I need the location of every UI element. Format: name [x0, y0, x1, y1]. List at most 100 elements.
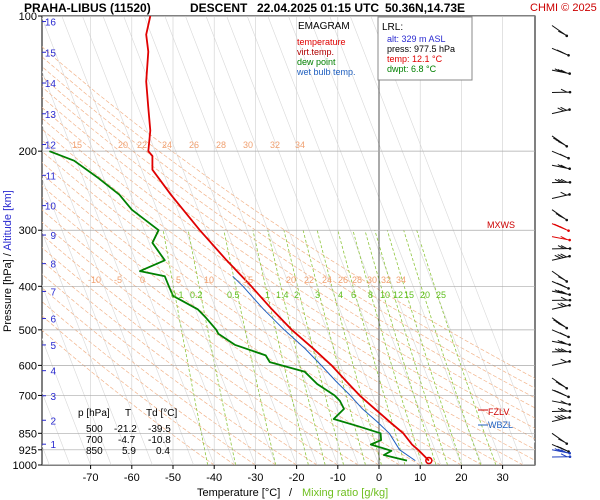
- wind-barb-feather: [557, 407, 565, 412]
- wind-barb-feather: [560, 302, 567, 307]
- mixing-ratio-label: 1.4: [276, 290, 289, 300]
- mixing-ratio-label: 25: [436, 290, 446, 300]
- y-tick-label: 200: [19, 146, 37, 158]
- y-tick-label: 400: [19, 281, 37, 293]
- mode-label: DESCENT: [190, 1, 248, 15]
- wind-barb-feather: [554, 389, 561, 394]
- wind-barb: [551, 296, 572, 302]
- adiabat-label: 30: [367, 275, 377, 285]
- plot-grid: [41, 15, 536, 466]
- wind-barb-dot: [568, 416, 571, 419]
- adiabat-label: 32: [381, 275, 391, 285]
- wind-barb: [551, 47, 570, 57]
- adiabat-label: 0: [140, 275, 145, 285]
- wind-barb-feather: [554, 448, 562, 452]
- mixing-ratio-label: 15: [404, 290, 414, 300]
- wind-barb-feather: [560, 290, 567, 295]
- y-tick-label: 925: [19, 445, 37, 457]
- mixing-ratio-label: 1: [265, 290, 270, 300]
- wind-barb-dot: [567, 156, 570, 160]
- wind-barb: [551, 253, 571, 261]
- wind-barb: [551, 453, 572, 459]
- mixing-ratio-label: 8: [368, 290, 373, 300]
- adiabat-label: 32: [270, 140, 280, 150]
- wind-barb-feather: [556, 282, 564, 287]
- wind-barb: [551, 389, 570, 399]
- wind-barb-feather: [557, 340, 565, 344]
- wind-panel: [536, 16, 598, 465]
- wind-barb-feather: [557, 415, 564, 420]
- adiabat-label: 28: [216, 140, 226, 150]
- wind-barb: [551, 245, 572, 250]
- plot-frame: [41, 15, 536, 466]
- wind-barb-dot: [565, 442, 569, 445]
- wind-barb: [551, 88, 572, 94]
- plot-axes: 15 20 22 24 26 28 30 32 34-10 -5 0 5 10 15 20 22 24 26 28 3…: [13, 11, 509, 484]
- mixing-ratio-line: [352, 230, 423, 465]
- adiabat-label: 15: [243, 275, 253, 285]
- wind-barb: [551, 317, 569, 330]
- table-cell: 700: [86, 435, 103, 446]
- wind-barb-staff: [551, 400, 570, 405]
- y-tick-label: 300: [19, 225, 37, 237]
- alt-tick-label: 13: [45, 110, 57, 121]
- table-cell: -10.8: [148, 435, 171, 446]
- wind-barb-feather: [557, 254, 564, 259]
- lrl-title: LRL:: [382, 22, 403, 33]
- mixing-ratio-line: [416, 230, 497, 465]
- adiabat-label: 30: [243, 140, 253, 150]
- mixing-ratio-line: [252, 230, 309, 465]
- wind-barb: [551, 150, 570, 160]
- x-tick-label: -10: [330, 472, 346, 484]
- mixing-ratio-label: 0.1: [171, 290, 184, 300]
- isotherm-line: [42, 17, 215, 465]
- alt-tick-label: 9: [50, 231, 56, 242]
- wind-barb-feather: [560, 106, 567, 111]
- wind-barb-dot: [567, 287, 570, 290]
- legend-wetbulb: wet bulb temp.: [296, 67, 356, 77]
- alt-tick-label: 1: [50, 440, 56, 451]
- wind-barb-feather: [560, 449, 567, 454]
- wind-barb-feather: [557, 448, 565, 453]
- y-axis-title: Pressure [hPa] / Altitude [km]: [2, 190, 14, 332]
- table-cell: -21.2: [114, 424, 137, 435]
- wind-barb-dot: [568, 254, 571, 258]
- wind-barb-feather: [554, 254, 561, 259]
- wind-barb: [551, 329, 570, 339]
- wind-barb-dot: [568, 455, 572, 459]
- wind-barb-feather: [558, 438, 565, 443]
- dry-adiabat-line: [42, 96, 535, 429]
- wind-barb: [551, 280, 570, 290]
- wind-barb-feather: [560, 253, 567, 258]
- wind-barb-feather: [558, 30, 565, 35]
- mixing-ratio-label: 4: [338, 290, 343, 300]
- alt-tick-label: 2: [50, 416, 56, 427]
- mixing-ratio-line: [374, 230, 448, 465]
- wind-barb: [551, 270, 569, 283]
- wind-barb-feather: [555, 381, 563, 386]
- dry-adiabat-line: [42, 76, 535, 409]
- adiabat-label: 28: [352, 275, 362, 285]
- wind-barb-feather: [554, 289, 562, 294]
- mixing-ratio-label: 2: [294, 290, 299, 300]
- adiabat-label: -5: [114, 275, 122, 285]
- x-tick-label: 20: [455, 472, 467, 484]
- table-cell: 5.9: [122, 446, 136, 457]
- wind-barb-dot: [568, 108, 571, 111]
- alt-tick-label: 3: [50, 392, 56, 403]
- wind-barb: [551, 191, 571, 200]
- dry-adiabat-line: [42, 86, 535, 419]
- mixing-ratio-line: [337, 230, 406, 465]
- alt-tick-label: 7: [50, 287, 56, 298]
- plot-series: [49, 16, 433, 465]
- table-header-t: T: [125, 408, 131, 419]
- mixing-ratio-line: [386, 230, 463, 465]
- wind-barb-dot: [568, 403, 571, 406]
- wind-barb-feather: [557, 178, 565, 183]
- wind-barb-feather: [557, 303, 564, 308]
- wind-barb-feather: [560, 69, 567, 74]
- wind-barb-feather: [560, 400, 567, 405]
- isotherm-line: [329, 16, 503, 465]
- x-tick-label: 10: [414, 472, 426, 484]
